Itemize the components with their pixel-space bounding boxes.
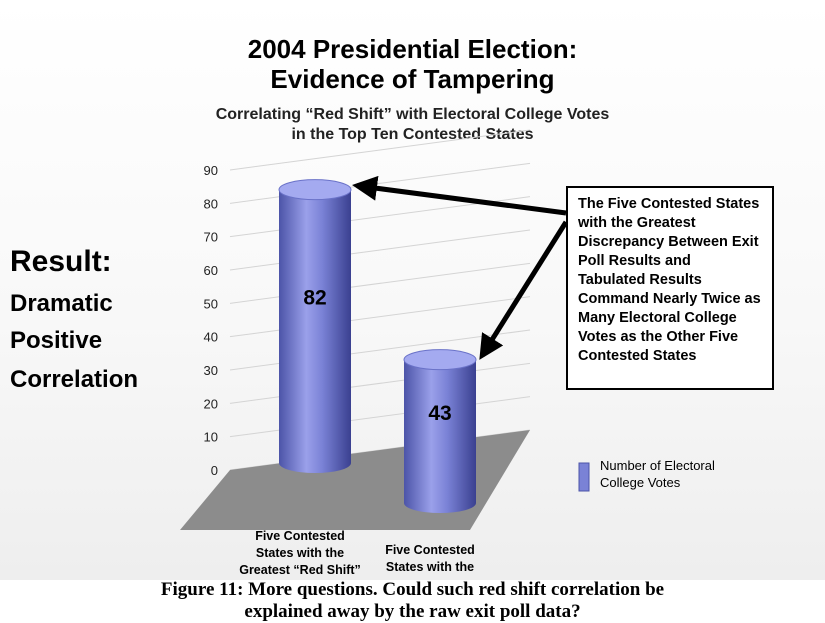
bar-chart: 82 43 0 10 20 30 40 50 60 70 80 90 Five Contested S… — [180, 129, 590, 577]
y-tick-label: 40 — [204, 330, 218, 345]
legend-label-line-2: College Votes — [600, 475, 681, 490]
y-tick-label: 10 — [204, 430, 218, 445]
bar-top — [403, 349, 477, 371]
gridline — [229, 229, 531, 271]
legend-swatch — [578, 462, 590, 492]
result-line-2: Positive — [10, 327, 103, 354]
caption-line-1: Figure 11: More questions. Could such re… — [160, 579, 665, 600]
chart-title-line-1: 2004 Presidential Election: — [247, 34, 578, 64]
gridline — [229, 396, 531, 438]
arrow-to-bar-1 — [352, 175, 567, 216]
bar-body — [404, 359, 476, 513]
y-tick-label: 70 — [204, 230, 218, 245]
gridline — [229, 129, 531, 171]
y-tick-label: 50 — [204, 296, 218, 311]
data-label: 43 — [428, 402, 451, 425]
arrow-to-bar-2 — [479, 220, 569, 360]
chart-subtitle-line-1: Correlating “Red Shift” with Electoral C… — [215, 106, 610, 123]
callout-box: The Five Contested States with the Great… — [566, 186, 774, 390]
y-tick-label: 60 — [204, 263, 218, 278]
data-label: 82 — [303, 286, 326, 309]
category-label: States with the — [386, 560, 474, 574]
category-label: Five Contested — [385, 543, 475, 557]
chart-figure: 2004 Presidential Election: Evidence of … — [0, 0, 825, 580]
category-label: Five Contested — [255, 529, 345, 543]
chart-subtitle-line-2: in the Top Ten Contested States — [291, 126, 534, 143]
y-tick-label: 20 — [204, 396, 218, 411]
y-tick-label: 0 — [211, 463, 218, 478]
figure-caption: Figure 11: More questions. Could such re… — [0, 579, 825, 623]
gridline — [229, 296, 531, 338]
y-tick-label: 90 — [204, 163, 218, 178]
y-tick-label: 30 — [204, 363, 218, 378]
category-label: Greatest “Red Shift” — [239, 563, 361, 577]
gridline — [229, 362, 531, 404]
caption-line-2: explained away by the raw exit poll data… — [244, 601, 581, 622]
category-label: States with the — [256, 546, 344, 560]
bar-body — [279, 189, 351, 473]
gridline — [229, 262, 531, 304]
y-tick-label: 80 — [204, 196, 218, 211]
chart-floor — [180, 430, 530, 530]
legend-label-line-1: Number of Electoral — [600, 458, 715, 473]
result-heading: Result: — [10, 245, 112, 278]
result-line-3: Correlation — [10, 366, 139, 393]
chart-title-line-2: Evidence of Tampering — [270, 64, 555, 94]
bar-top — [278, 179, 352, 201]
gridline — [229, 162, 531, 204]
result-line-1: Dramatic — [10, 290, 113, 317]
